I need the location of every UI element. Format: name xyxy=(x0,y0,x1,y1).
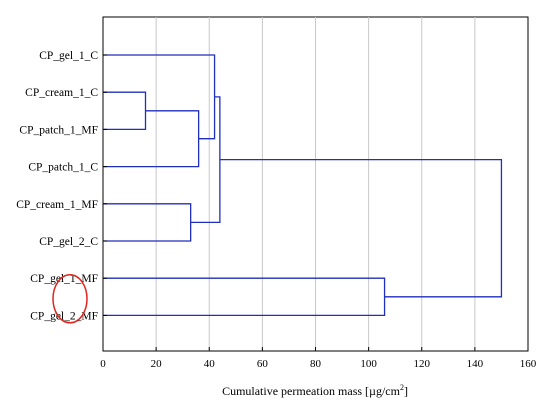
dendrogram-link xyxy=(219,158,503,298)
x-tick-label: 0 xyxy=(100,358,106,370)
x-tick-label: 40 xyxy=(204,358,216,370)
leaf-label: CP_patch_1_C xyxy=(28,162,98,174)
grid-lines xyxy=(155,17,476,351)
x-tick-label: 160 xyxy=(520,358,537,370)
leaf-label: CP_cream_1_C xyxy=(25,87,98,99)
leaf-label: CP_patch_1_MF xyxy=(19,124,98,136)
x-tick-label: 140 xyxy=(467,358,484,370)
leaf-label: CP_gel_1_MF xyxy=(30,273,98,285)
x-tick-label: 20 xyxy=(151,358,163,370)
leaf-label: CP_gel_2_C xyxy=(39,236,98,248)
highlight-ellipse xyxy=(52,274,88,324)
x-tick-label: 80 xyxy=(310,358,322,370)
leaf-label: CP_cream_1_MF xyxy=(16,199,98,211)
x-axis-ticks: 0 20 40 60 80 100 120 140 160 xyxy=(100,347,537,370)
leaf-labels: CP_gel_1_C CP_cream_1_C CP_patch_1_MF CP_pa… xyxy=(16,50,107,322)
x-tick-label: 100 xyxy=(360,358,377,370)
leaf-label: CP_gel_2_MF xyxy=(30,310,98,322)
x-axis-title: Cumulative permeation mass [µg/cm2] xyxy=(222,383,408,398)
dendrogram-links xyxy=(103,54,503,317)
x-tick-label: 120 xyxy=(414,358,431,370)
leaf-label: CP_gel_1_C xyxy=(39,50,98,62)
x-tick-label: 60 xyxy=(257,358,269,370)
